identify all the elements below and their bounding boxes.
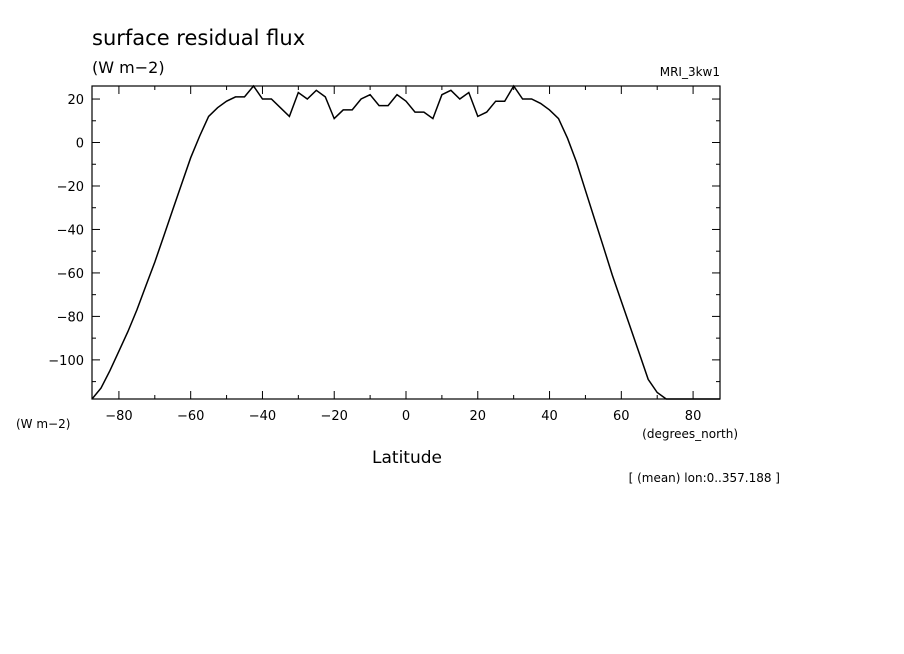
model-label: MRI_3kw1 xyxy=(660,65,720,79)
x-tick-label: −20 xyxy=(321,409,348,424)
y-tick-label: −60 xyxy=(57,267,84,282)
x-axis-units: (degrees_north) xyxy=(642,427,738,441)
x-tick-label: 0 xyxy=(402,409,410,424)
y-tick-label: −40 xyxy=(57,223,84,238)
x-tick-label: −80 xyxy=(105,409,132,424)
y-tick-label: −20 xyxy=(57,180,84,195)
x-tick-labels: −80 −60 −40 −20 0 20 40 60 80 xyxy=(105,409,701,424)
tick-marks xyxy=(92,86,720,399)
y-tick-label: 0 xyxy=(76,137,84,152)
y-tick-label: 20 xyxy=(67,93,84,108)
x-axis-label: Latitude xyxy=(372,448,442,468)
chart-title: surface residual flux xyxy=(92,26,305,50)
x-tick-label: 60 xyxy=(613,409,630,424)
x-tick-label: 40 xyxy=(541,409,558,424)
title-units: (W m−2) xyxy=(92,58,165,77)
y-tick-labels: 20 0 −20 −40 −60 −80 −100 xyxy=(48,93,84,369)
series-line xyxy=(91,84,720,400)
y-axis-label: (W m−2) xyxy=(16,417,70,431)
y-tick-label: −100 xyxy=(48,354,84,369)
x-tick-label: −40 xyxy=(249,409,276,424)
y-tick-label: −80 xyxy=(57,310,84,325)
x-tick-label: 80 xyxy=(685,409,702,424)
x-tick-label: 20 xyxy=(469,409,486,424)
averaging-note: [ (mean) lon:0..357.188 ] xyxy=(629,471,780,485)
plot-frame xyxy=(91,85,721,400)
x-tick-label: −60 xyxy=(177,409,204,424)
